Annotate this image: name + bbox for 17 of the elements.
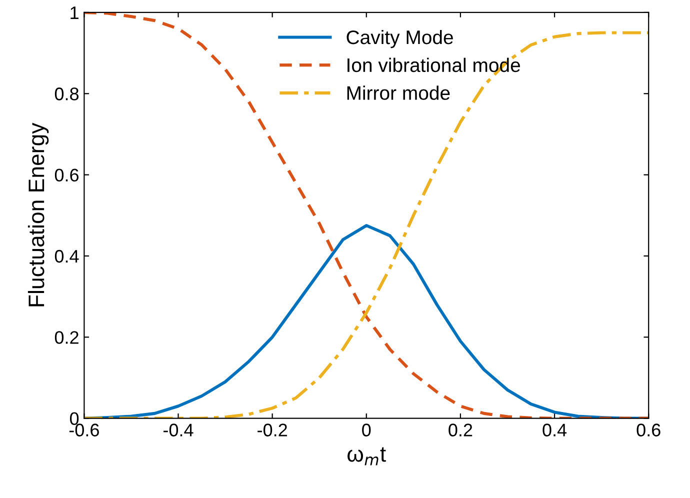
x-tick-label: 0.4 — [542, 424, 567, 436]
x-tick-label: 0.2 — [448, 424, 472, 436]
y-axis-title: Fluctuation Energy — [28, 122, 49, 306]
y-tick-label: 1 — [70, 6, 78, 19]
x-tick-label: -0.6 — [69, 424, 99, 436]
x-axis-title: ω$_{m}$t — [348, 447, 386, 466]
x-tick-label: -0.4 — [163, 424, 194, 436]
legend-label: Mirror mode — [347, 86, 450, 100]
x-tick-label: -0.2 — [258, 424, 287, 436]
y-tick-label: 0.2 — [54, 331, 78, 344]
y-tick-label: 0.4 — [54, 250, 79, 263]
legend-label: Cavity Mode — [346, 30, 453, 48]
y-tick-label: 0.6 — [54, 168, 79, 182]
x-tick-label: 0 — [362, 424, 371, 436]
x-tick-label: 0.6 — [636, 424, 660, 436]
y-tick-label: 0.8 — [54, 88, 79, 100]
y-tick-label: 0 — [70, 412, 79, 426]
